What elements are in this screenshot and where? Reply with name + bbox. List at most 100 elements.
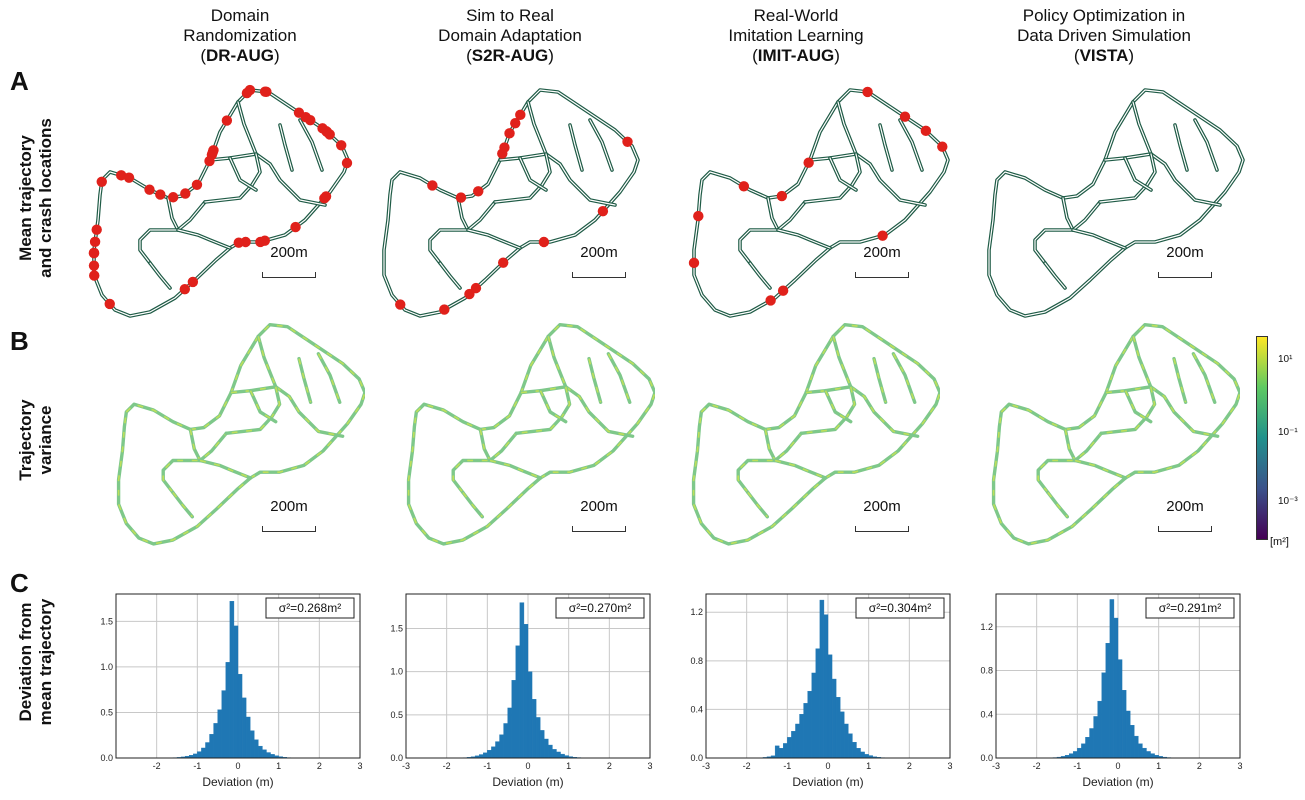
x-tick-label: 1 <box>276 761 281 771</box>
histogram-bar <box>1113 617 1119 759</box>
crash-marker <box>259 86 271 97</box>
y-tick-label: 0.5 <box>100 707 113 717</box>
histogram-bar <box>487 750 492 759</box>
column-abbr: S2R-AUG <box>471 46 549 65</box>
road-segment-highlight <box>298 358 312 403</box>
variance-annotation-box <box>265 597 355 619</box>
variance-annotation-box <box>555 597 645 619</box>
variance-annotation: σ²=0.268m² <box>279 601 341 615</box>
road-segment <box>736 431 803 495</box>
histogram-bar <box>1068 753 1074 759</box>
histogram-bar <box>1085 737 1090 759</box>
histogram-bar <box>1093 716 1098 759</box>
column-abbr: VISTA <box>1079 46 1129 65</box>
variance-map-s2r-aug <box>406 323 655 546</box>
crash-marker <box>538 236 550 248</box>
road-segment-inner <box>589 119 613 171</box>
crash-marker <box>187 276 199 288</box>
histogram-bar <box>527 671 533 759</box>
y-tick-label: 1.2 <box>980 622 993 632</box>
road-segment <box>1149 385 1220 438</box>
histogram-bar <box>209 734 214 759</box>
histogram-bar <box>539 730 545 759</box>
crash-marker <box>89 236 101 248</box>
colorbar-tick: 10⁻¹ <box>1278 427 1298 438</box>
road-segment <box>274 385 345 438</box>
x-tick-label: -1 <box>783 761 791 771</box>
road-segment-highlight <box>226 386 281 435</box>
histogram-bar <box>503 723 508 759</box>
histogram-bar <box>856 748 861 759</box>
scale-label: 200m <box>863 498 901 515</box>
road-segment-highlight <box>873 358 887 403</box>
crash-marker <box>336 140 347 151</box>
row-label-line: mean trajectory <box>36 598 55 726</box>
histogram-bar <box>787 737 792 759</box>
road-segment-inner <box>527 101 547 155</box>
histogram-bar <box>507 707 512 759</box>
crash-marker <box>439 304 450 315</box>
histogram-bar <box>201 747 206 759</box>
crash-marker <box>123 172 135 183</box>
y-tick-label: 1.5 <box>100 616 113 626</box>
x-tick-label: -2 <box>443 761 451 771</box>
x-tick-label: -3 <box>702 761 710 771</box>
histogram-bar <box>844 723 849 759</box>
road-segment <box>1073 458 1128 480</box>
histogram-bar <box>535 717 541 759</box>
road-segment-inner <box>467 229 521 249</box>
scale-label: 200m <box>1166 244 1204 261</box>
histogram-dr-aug: -2 -1 0 1 2 3 0.5 1.0 1.5 0.0 Deviation (m) σ²=0.26… <box>100 593 363 789</box>
road-segment-inner <box>749 262 771 289</box>
column-title-line: Data Driven Simulation <box>1017 26 1191 45</box>
histogram-bar <box>1109 599 1115 759</box>
column-abbr: IMIT-AUG <box>757 46 835 65</box>
histogram-bar <box>262 749 267 759</box>
histogram-bar <box>1134 735 1139 759</box>
histogram-bar <box>1097 700 1102 759</box>
x-tick-label: 0 <box>525 761 530 771</box>
x-tick-label: 0 <box>235 761 240 771</box>
crash-marker <box>765 295 776 306</box>
road-segment-inner <box>1072 229 1126 249</box>
colorbar-tick: 10¹ <box>1278 354 1293 365</box>
histogram-bar <box>799 714 804 759</box>
road-segment <box>804 385 853 395</box>
histogram-bar <box>249 730 255 759</box>
histogram-bar <box>258 745 263 759</box>
road-segment-highlight <box>462 492 483 518</box>
y-tick-label: 0.0 <box>100 753 113 763</box>
crash-marker <box>241 87 253 99</box>
histogram-bar <box>213 723 218 759</box>
x-axis-label: Deviation (m) <box>202 775 273 789</box>
x-axis-label: Deviation (m) <box>1082 775 1153 789</box>
crash-marker <box>89 270 100 281</box>
column-title-line: Domain <box>210 6 270 25</box>
histogram-bar <box>1117 659 1123 759</box>
x-tick-label: -1 <box>483 761 491 771</box>
row-letter-a: A <box>10 66 29 96</box>
x-tick-label: -3 <box>992 761 1000 771</box>
scale-label: 200m <box>270 244 308 261</box>
road-segment-highlight <box>172 492 193 518</box>
x-tick-label: -2 <box>743 761 751 771</box>
histogram-bar <box>241 697 247 759</box>
histogram-bar <box>811 672 816 759</box>
x-tick-label: 3 <box>947 761 952 771</box>
x-axis-label: Deviation (m) <box>492 775 563 789</box>
column-title-line: Domain Adaptation <box>438 26 582 45</box>
x-tick-label: 2 <box>907 761 912 771</box>
histogram-bar <box>827 654 833 759</box>
histogram-bar <box>807 690 812 759</box>
crash-marker <box>862 86 873 98</box>
x-tick-label: -1 <box>1073 761 1081 771</box>
road-segment <box>891 352 917 405</box>
road-segment-highlight <box>117 323 365 545</box>
y-tick-label: 0.4 <box>690 704 703 714</box>
histogram-s2r-aug: -3 -2 -1 0 1 2 3 0.5 1.0 1.5 0.0 Deviation (m) σ²=0.… <box>390 593 653 789</box>
x-tick-label: 2 <box>607 761 612 771</box>
road-segment <box>872 356 888 405</box>
road-segment-inner <box>988 89 1244 317</box>
plot-frame <box>995 593 1241 759</box>
scale-bar: 200m <box>855 244 909 278</box>
